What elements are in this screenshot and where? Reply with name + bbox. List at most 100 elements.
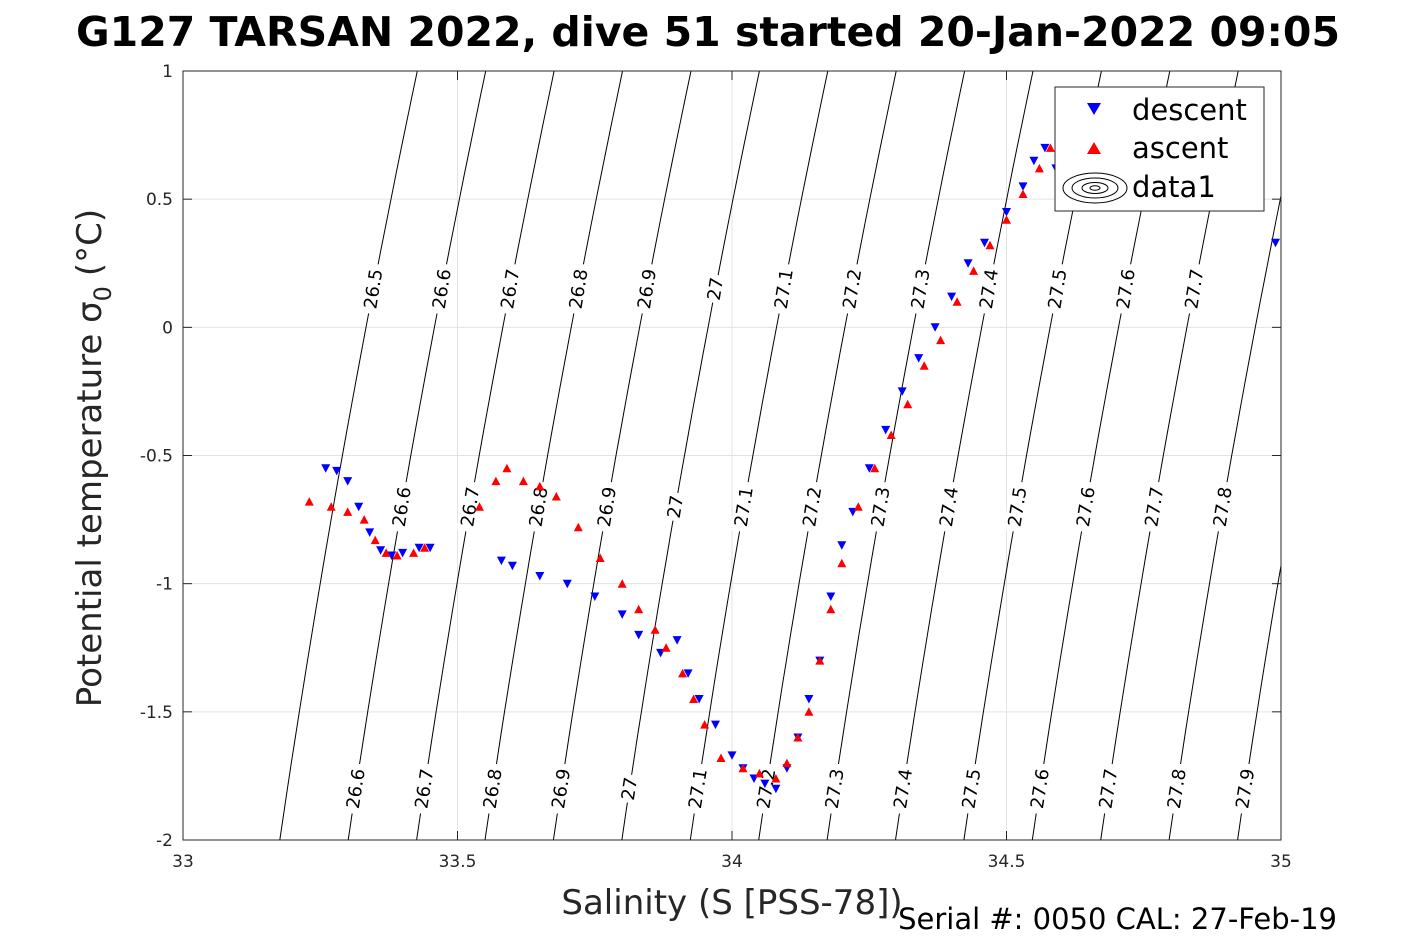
descent-point xyxy=(535,572,545,581)
descent-point xyxy=(387,551,397,560)
isopycnal-line xyxy=(484,71,623,840)
isopycnal-label-bg xyxy=(547,762,575,815)
isopycnal-label-bg xyxy=(730,480,758,534)
isopycnal-labels: 26.5 26.6 26.7 26.8 26.9 27 27.1 27.2 27.3 27.4 27… xyxy=(342,262,1259,815)
x-tick-label: 35 xyxy=(1270,852,1292,872)
ascent-point xyxy=(678,668,688,678)
isopycnal-label: 26.6 xyxy=(342,762,370,815)
ascent-point xyxy=(502,463,512,473)
descent-point xyxy=(837,541,847,550)
isopycnal-label-bg xyxy=(633,262,661,316)
ascent-point xyxy=(595,553,605,562)
y-tick-label: 0.5 xyxy=(146,190,173,210)
isopycnal-label: 27.1 xyxy=(730,480,758,534)
isopycnal-line xyxy=(416,71,555,840)
isopycnal-line xyxy=(758,71,897,840)
isopycnal-label-bg xyxy=(564,262,593,316)
descent-point xyxy=(398,548,408,558)
ascent-point xyxy=(969,266,979,275)
isopycnal-label-bg xyxy=(1208,480,1237,534)
ascent-point xyxy=(1034,163,1044,173)
isopycnal-label-bg xyxy=(1026,762,1054,815)
data-points xyxy=(304,143,1280,794)
ascent-point xyxy=(551,492,561,501)
ascent-point xyxy=(886,430,896,439)
descent-point xyxy=(694,695,704,704)
descent-point xyxy=(897,387,907,396)
isopycnal-label-bg xyxy=(496,262,524,316)
ascent-point xyxy=(661,643,671,652)
isopycnal-label: 26.6 xyxy=(428,262,456,316)
ascent-point xyxy=(771,774,781,783)
isopycnal-label-bg xyxy=(798,480,826,534)
y-tick-label: 1 xyxy=(162,62,173,82)
ascent-point xyxy=(420,543,430,552)
y-tick-label: -1.5 xyxy=(140,703,173,723)
isopycnal-label: 27 xyxy=(663,491,688,523)
ascent-point xyxy=(359,515,369,524)
descent-point xyxy=(617,610,627,619)
x-tick-label: 34.5 xyxy=(988,852,1026,872)
descent-point xyxy=(365,528,375,537)
isopycnal-label: 27.2 xyxy=(838,262,866,316)
isopycnal-line xyxy=(689,71,829,840)
isopycnal-label-bg xyxy=(617,773,642,805)
isopycnal-label-bg xyxy=(456,480,484,534)
descent-point xyxy=(711,720,720,730)
isopycnal-label-bg xyxy=(359,262,388,316)
descent-point xyxy=(864,464,874,473)
descent-point xyxy=(354,502,364,512)
isopycnal-label: 27 xyxy=(617,773,642,805)
isopycnal-label-bg xyxy=(820,762,849,815)
ascent-point xyxy=(1045,143,1055,152)
legend-ascent-label: ascent xyxy=(1132,131,1228,165)
isopycnal-line xyxy=(279,71,418,840)
ascent-point xyxy=(853,502,863,511)
ascent-point xyxy=(700,720,710,729)
isopycnal-label-bg xyxy=(1140,480,1169,534)
descent-point xyxy=(930,323,940,332)
isopycnal-label: 27 xyxy=(703,273,728,305)
isopycnal-label-bg xyxy=(593,480,621,534)
isopycnal-label: 27.1 xyxy=(684,762,712,815)
isopycnal-label-bg xyxy=(935,480,963,534)
isopycnal-line xyxy=(1237,562,1281,840)
isopycnal-label-bg xyxy=(428,262,456,316)
ascent-point xyxy=(475,502,484,511)
isopycnal-label-bg xyxy=(703,273,728,305)
isopycnal-label-bg xyxy=(342,762,370,815)
isopycnal-label-bg xyxy=(957,762,986,815)
descent-point xyxy=(727,751,737,760)
ascent-point xyxy=(870,463,880,473)
ascent-point xyxy=(304,497,314,506)
legend-data1-label: data1 xyxy=(1132,170,1216,204)
y-tick-label: 0 xyxy=(162,318,173,338)
ascent-point xyxy=(815,656,825,665)
ascent-point xyxy=(617,579,627,588)
isopycnal-label: 26.7 xyxy=(496,262,524,316)
ascent-point xyxy=(689,694,699,703)
descent-point xyxy=(1029,156,1039,166)
descent-point xyxy=(1002,208,1011,217)
ascent-point xyxy=(634,604,644,614)
isopycnal-line xyxy=(895,71,1034,840)
y-axis-label-unit: (°C) xyxy=(70,209,110,276)
isopycnal-label-bg xyxy=(838,262,866,316)
descent-point xyxy=(343,477,353,486)
isopycnal-line xyxy=(826,71,966,840)
isopycnal-label: 27.7 xyxy=(1094,762,1123,815)
isopycnal-label-bg xyxy=(1112,262,1140,316)
isopycnal-label-bg xyxy=(1231,762,1259,815)
serial-calibration-footer: Serial #: 0050 CAL: 27-Feb-19 xyxy=(898,902,1337,936)
ascent-point xyxy=(1002,215,1011,224)
isopycnal-label: 27.6 xyxy=(1112,262,1140,316)
x-tick-label: 33.5 xyxy=(439,852,477,872)
descent-point xyxy=(914,354,924,363)
descent-point xyxy=(804,695,814,704)
legend: descent ascent data1 xyxy=(1054,86,1265,212)
ascent-point xyxy=(370,535,380,545)
isopycnal-label-bg xyxy=(1094,762,1123,815)
isopycnal-line xyxy=(621,71,760,840)
descent-point xyxy=(507,561,517,571)
